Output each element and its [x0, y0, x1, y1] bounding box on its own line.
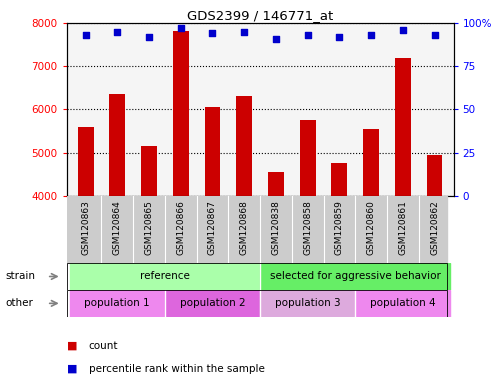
Point — [399, 27, 407, 33]
Bar — [395, 58, 411, 369]
Text: GSM120838: GSM120838 — [272, 200, 281, 255]
Point — [430, 32, 438, 38]
Text: ■: ■ — [67, 341, 77, 351]
Bar — [165, 290, 260, 317]
Text: GSM120858: GSM120858 — [303, 200, 312, 255]
Text: population 3: population 3 — [275, 298, 341, 308]
Point — [209, 30, 216, 36]
Text: strain: strain — [5, 271, 35, 281]
Point — [240, 29, 248, 35]
Bar — [70, 263, 260, 290]
Text: other: other — [5, 298, 33, 308]
Point — [272, 36, 280, 42]
Text: GSM120867: GSM120867 — [208, 200, 217, 255]
Bar — [268, 172, 284, 369]
Point — [113, 29, 121, 35]
Point — [177, 25, 185, 31]
Point — [82, 32, 90, 38]
Text: selected for aggressive behavior: selected for aggressive behavior — [270, 271, 441, 281]
Bar — [205, 107, 220, 369]
Text: reference: reference — [140, 271, 190, 281]
Bar — [78, 127, 94, 369]
Text: GSM120862: GSM120862 — [430, 200, 439, 255]
Text: population 4: population 4 — [370, 298, 436, 308]
Text: GSM120860: GSM120860 — [367, 200, 376, 255]
Text: ■: ■ — [67, 364, 77, 374]
Title: GDS2399 / 146771_at: GDS2399 / 146771_at — [187, 9, 333, 22]
Text: population 2: population 2 — [179, 298, 246, 308]
Point — [367, 32, 375, 38]
Text: GSM120864: GSM120864 — [113, 200, 122, 255]
Bar — [109, 94, 125, 369]
Text: GSM120865: GSM120865 — [144, 200, 153, 255]
Point — [335, 34, 343, 40]
Bar — [355, 290, 451, 317]
Point — [304, 32, 312, 38]
Text: percentile rank within the sample: percentile rank within the sample — [89, 364, 265, 374]
Bar — [363, 129, 379, 369]
Text: GSM120863: GSM120863 — [81, 200, 90, 255]
Bar — [426, 155, 442, 369]
Bar — [173, 31, 189, 369]
Text: GSM120859: GSM120859 — [335, 200, 344, 255]
Bar — [70, 290, 165, 317]
Point — [145, 34, 153, 40]
Bar — [141, 146, 157, 369]
Bar — [260, 263, 451, 290]
Text: count: count — [89, 341, 118, 351]
Text: GSM120866: GSM120866 — [176, 200, 185, 255]
Bar — [236, 96, 252, 369]
Bar — [300, 120, 316, 369]
Text: GSM120868: GSM120868 — [240, 200, 248, 255]
Text: population 1: population 1 — [84, 298, 150, 308]
Text: GSM120861: GSM120861 — [398, 200, 407, 255]
Bar — [331, 164, 347, 369]
Bar — [260, 290, 355, 317]
